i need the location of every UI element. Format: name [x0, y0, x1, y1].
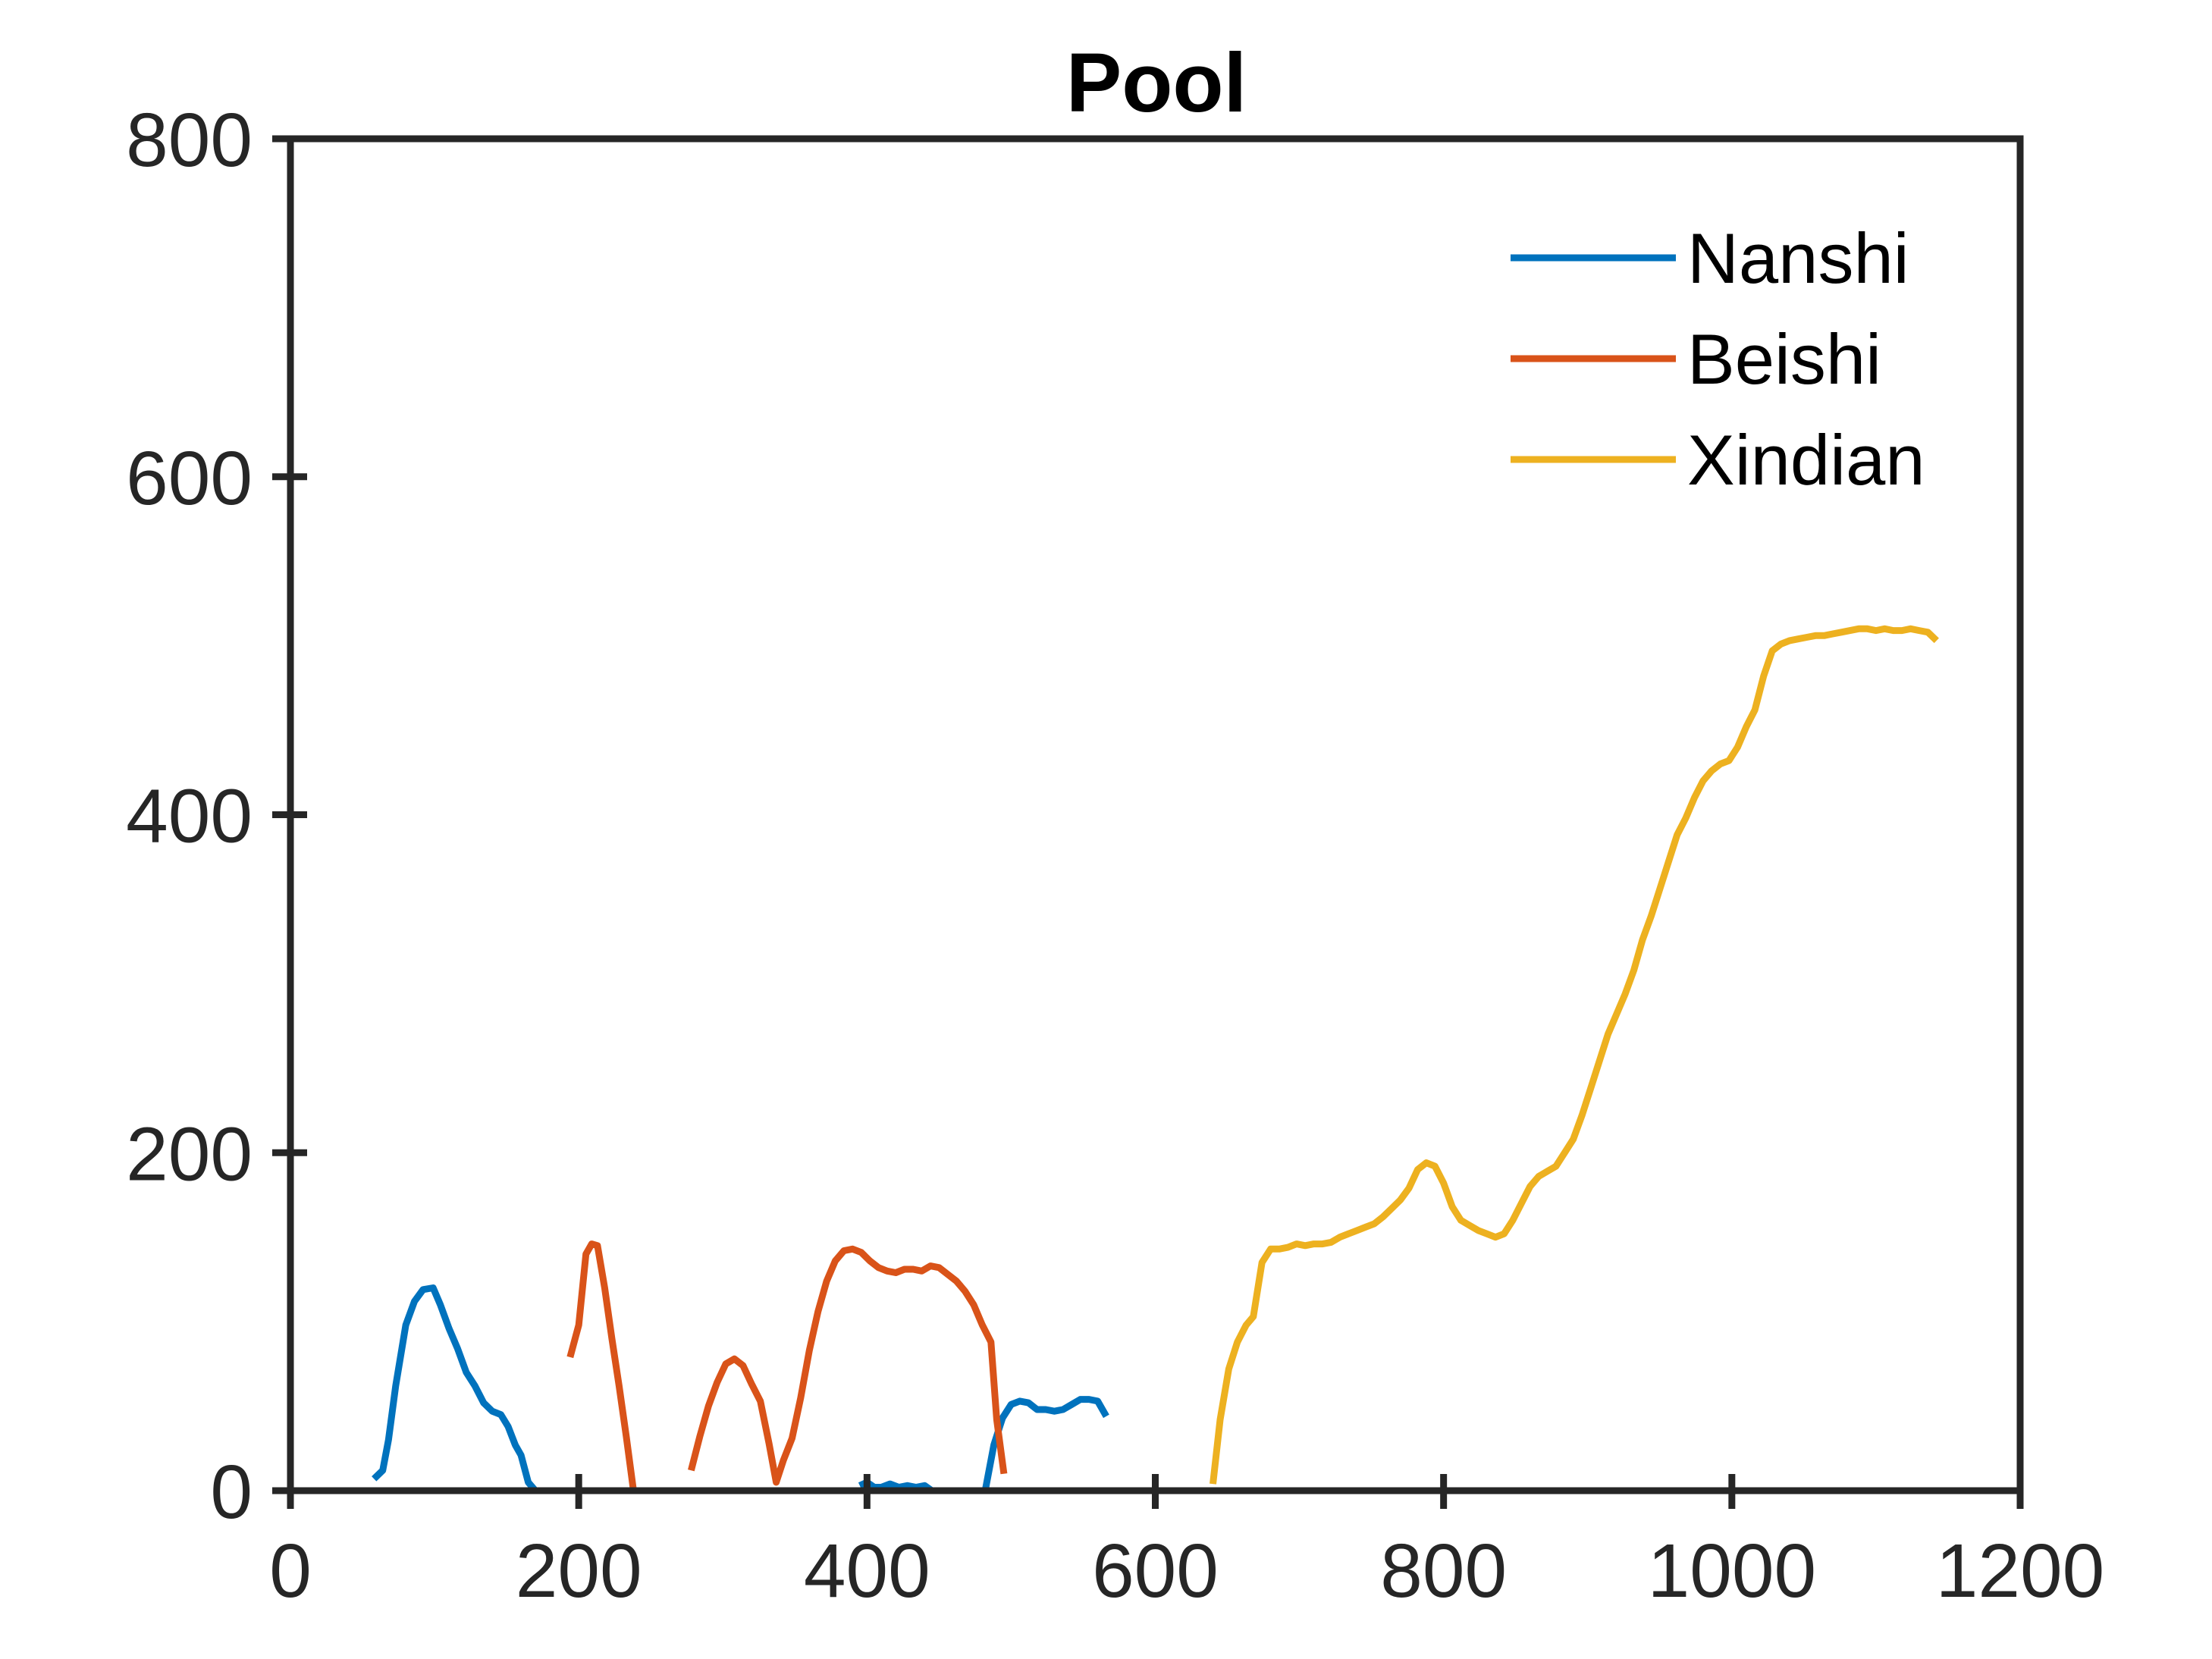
x-tick-label: 200 — [516, 1529, 642, 1614]
series-beishi — [566, 1240, 1008, 1491]
y-tick-label: 0 — [210, 1450, 253, 1535]
series-line-xindian-segment-1 — [1210, 625, 1939, 1485]
y-tick-label: 400 — [126, 774, 253, 859]
legend-label-xindian: Xindian — [1687, 420, 1925, 500]
series-line-nanshi-segment-2 — [858, 1479, 934, 1494]
legend-item-beishi: Beishi — [1511, 319, 1881, 399]
series-line-nanshi-segment-3 — [981, 1396, 1109, 1491]
x-tick-label: 1000 — [1648, 1529, 1816, 1614]
legend: Nanshi Beishi Xindian — [1511, 218, 1925, 500]
legend-item-nanshi: Nanshi — [1511, 218, 1909, 298]
legend-label-beishi: Beishi — [1687, 319, 1881, 399]
x-tick-label: 800 — [1380, 1529, 1507, 1614]
series-line-beishi-segment-1 — [566, 1240, 637, 1491]
x-tick-label: 0 — [269, 1529, 312, 1614]
x-tick-label: 400 — [804, 1529, 930, 1614]
series-xindian — [1210, 625, 1939, 1485]
series-nanshi — [372, 1284, 1109, 1494]
x-tick-label: 600 — [1092, 1529, 1219, 1614]
series-line-nanshi-segment-1 — [372, 1284, 538, 1493]
y-tick-label: 200 — [126, 1112, 253, 1196]
legend-item-xindian: Xindian — [1511, 420, 1925, 500]
y-tick-label: 800 — [126, 98, 253, 183]
series-layer — [372, 625, 1939, 1494]
axes-layer: 0 200 400 600 800 1000 1200 0 200 400 600 800 — [126, 98, 2104, 1614]
chart-title: Pool — [1066, 36, 1247, 130]
x-tick-label: 1200 — [1936, 1529, 2104, 1614]
legend-label-nanshi: Nanshi — [1687, 218, 1909, 298]
series-line-beishi-segment-2 — [688, 1245, 1008, 1486]
y-tick-label: 600 — [126, 436, 253, 521]
